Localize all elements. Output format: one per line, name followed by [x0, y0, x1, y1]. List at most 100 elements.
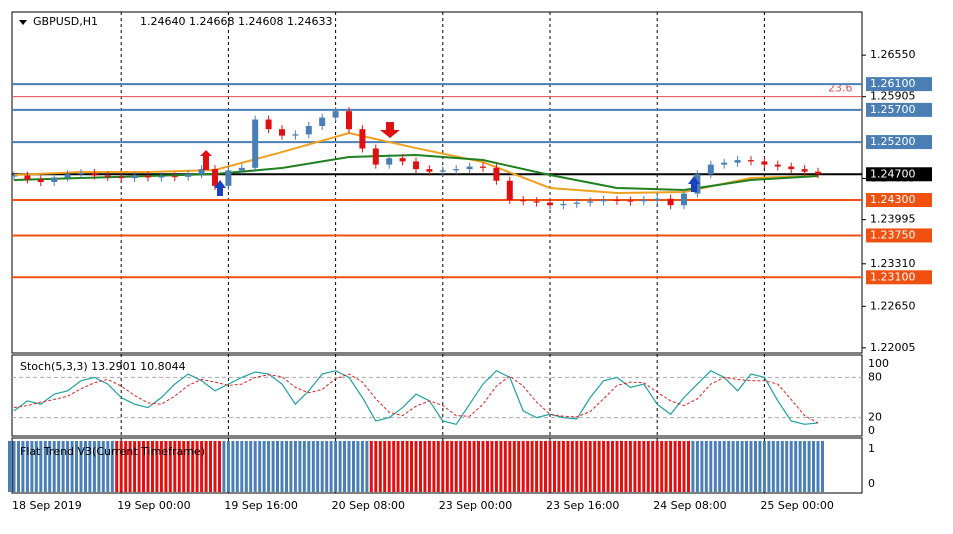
- trend-bar: [88, 441, 92, 492]
- candle-body: [734, 160, 741, 163]
- trend-bar: [195, 441, 199, 492]
- trend-bar: [218, 441, 221, 492]
- candle-body: [600, 200, 607, 202]
- candle-body: [279, 129, 285, 136]
- trend-bar: [432, 441, 436, 492]
- trend-bar: [200, 441, 204, 492]
- candle-body: [627, 200, 634, 202]
- trend-bar: [553, 441, 556, 492]
- candle-body: [212, 169, 218, 186]
- trend-bar: [43, 441, 47, 492]
- trend-bar: [615, 441, 619, 492]
- trend-bar: [240, 441, 244, 492]
- trend-bar: [579, 441, 583, 492]
- trend-bar: [142, 441, 145, 492]
- trend-bar: [374, 441, 378, 492]
- trend-bar: [642, 441, 646, 492]
- trend-bar: [624, 441, 628, 492]
- trend-bar: [8, 441, 11, 492]
- trend-bar: [97, 441, 101, 492]
- trend-bar: [646, 441, 650, 492]
- candle-body: [252, 119, 259, 168]
- y-tick-label: 1.23995: [870, 213, 916, 226]
- candle-body: [439, 170, 446, 172]
- x-tick-label: 19 Sep 16:00: [224, 499, 297, 512]
- candle-body: [614, 200, 620, 202]
- stoch-panel: [11, 354, 863, 437]
- candle-body: [145, 175, 151, 178]
- trend-bar: [48, 441, 52, 492]
- ohlc: 1.24640 1.24668 1.24608 1.24633: [140, 15, 332, 28]
- stoch-tick-label: 0: [868, 424, 875, 437]
- trend-bar: [182, 441, 186, 492]
- trend-bar: [544, 441, 547, 492]
- plot: 18 Sep 2019 19 Sep 00:00 19 Sep 16:00 20 Se…: [8, 48, 932, 512]
- menu-arrow[interactable]: [19, 20, 27, 25]
- y-tick-label: 1.23310: [870, 257, 916, 270]
- candle-body: [520, 200, 527, 202]
- trend-bar: [561, 441, 565, 492]
- trend-bar: [414, 441, 418, 492]
- candle-body: [332, 111, 339, 118]
- candle-body: [91, 172, 98, 176]
- candle-body: [238, 167, 245, 171]
- level-label: 1.25200: [870, 135, 916, 148]
- trend-bar: [106, 441, 110, 492]
- trend-bar: [566, 441, 570, 492]
- trend-bar: [490, 441, 494, 492]
- main-panel: [11, 11, 863, 354]
- trend-bar: [92, 441, 96, 492]
- trend-bar: [235, 441, 239, 492]
- trend-bar: [687, 441, 690, 492]
- trend-bar: [700, 441, 704, 492]
- trend-bar: [302, 441, 306, 492]
- trend-bar: [794, 441, 798, 492]
- trend-bar: [785, 441, 789, 492]
- trend-bar: [718, 441, 722, 492]
- candle-body: [386, 158, 393, 165]
- trend-bar: [70, 441, 74, 492]
- y-tick-label: 1.22650: [870, 299, 916, 312]
- trend-bar: [25, 441, 29, 492]
- trend-bar: [508, 441, 512, 492]
- trend-bar: [441, 441, 445, 492]
- trend-bar: [311, 441, 315, 492]
- candle-body: [453, 169, 460, 171]
- trend-bar: [512, 441, 516, 492]
- trend-bar: [401, 441, 405, 492]
- trend-bar: [637, 441, 641, 492]
- trend-bar: [392, 441, 396, 492]
- trend-bar: [271, 441, 275, 492]
- candle-body: [265, 119, 272, 130]
- candle-body: [801, 169, 808, 172]
- trend-bar: [168, 441, 172, 492]
- trend-bar: [347, 441, 351, 492]
- trend-bar: [52, 441, 56, 492]
- stoch-title: Stoch(5,3,3) 13.2901 10.8044: [20, 360, 186, 373]
- level-label: 1.25700: [870, 103, 916, 116]
- trend-bar: [343, 441, 346, 492]
- trend-bar: [12, 441, 16, 492]
- x-tick-label: 23 Sep 00:00: [439, 499, 512, 512]
- trend-bar: [30, 441, 34, 492]
- x-tick-label: 18 Sep 2019: [12, 499, 82, 512]
- trend-bar: [352, 441, 355, 492]
- trend-bar: [459, 441, 463, 492]
- trend-bar: [548, 441, 552, 492]
- trend-bar: [517, 441, 521, 492]
- level-label: 1.26100: [870, 77, 916, 90]
- candle-body: [493, 167, 500, 181]
- candle-body: [11, 175, 17, 177]
- trend-bar: [173, 441, 177, 492]
- trend-bar: [191, 441, 195, 492]
- trend-bar: [736, 441, 740, 492]
- trend-bar: [780, 441, 784, 492]
- trend-panel: [11, 437, 863, 494]
- trend-bar: [620, 441, 623, 492]
- level-label: 1.24700: [870, 167, 916, 180]
- trend-bar: [329, 441, 333, 492]
- candle-body: [292, 134, 299, 136]
- x-tick-label: 20 Sep 08:00: [332, 499, 405, 512]
- signal-arrows: [200, 122, 700, 196]
- trend-bar: [316, 441, 320, 492]
